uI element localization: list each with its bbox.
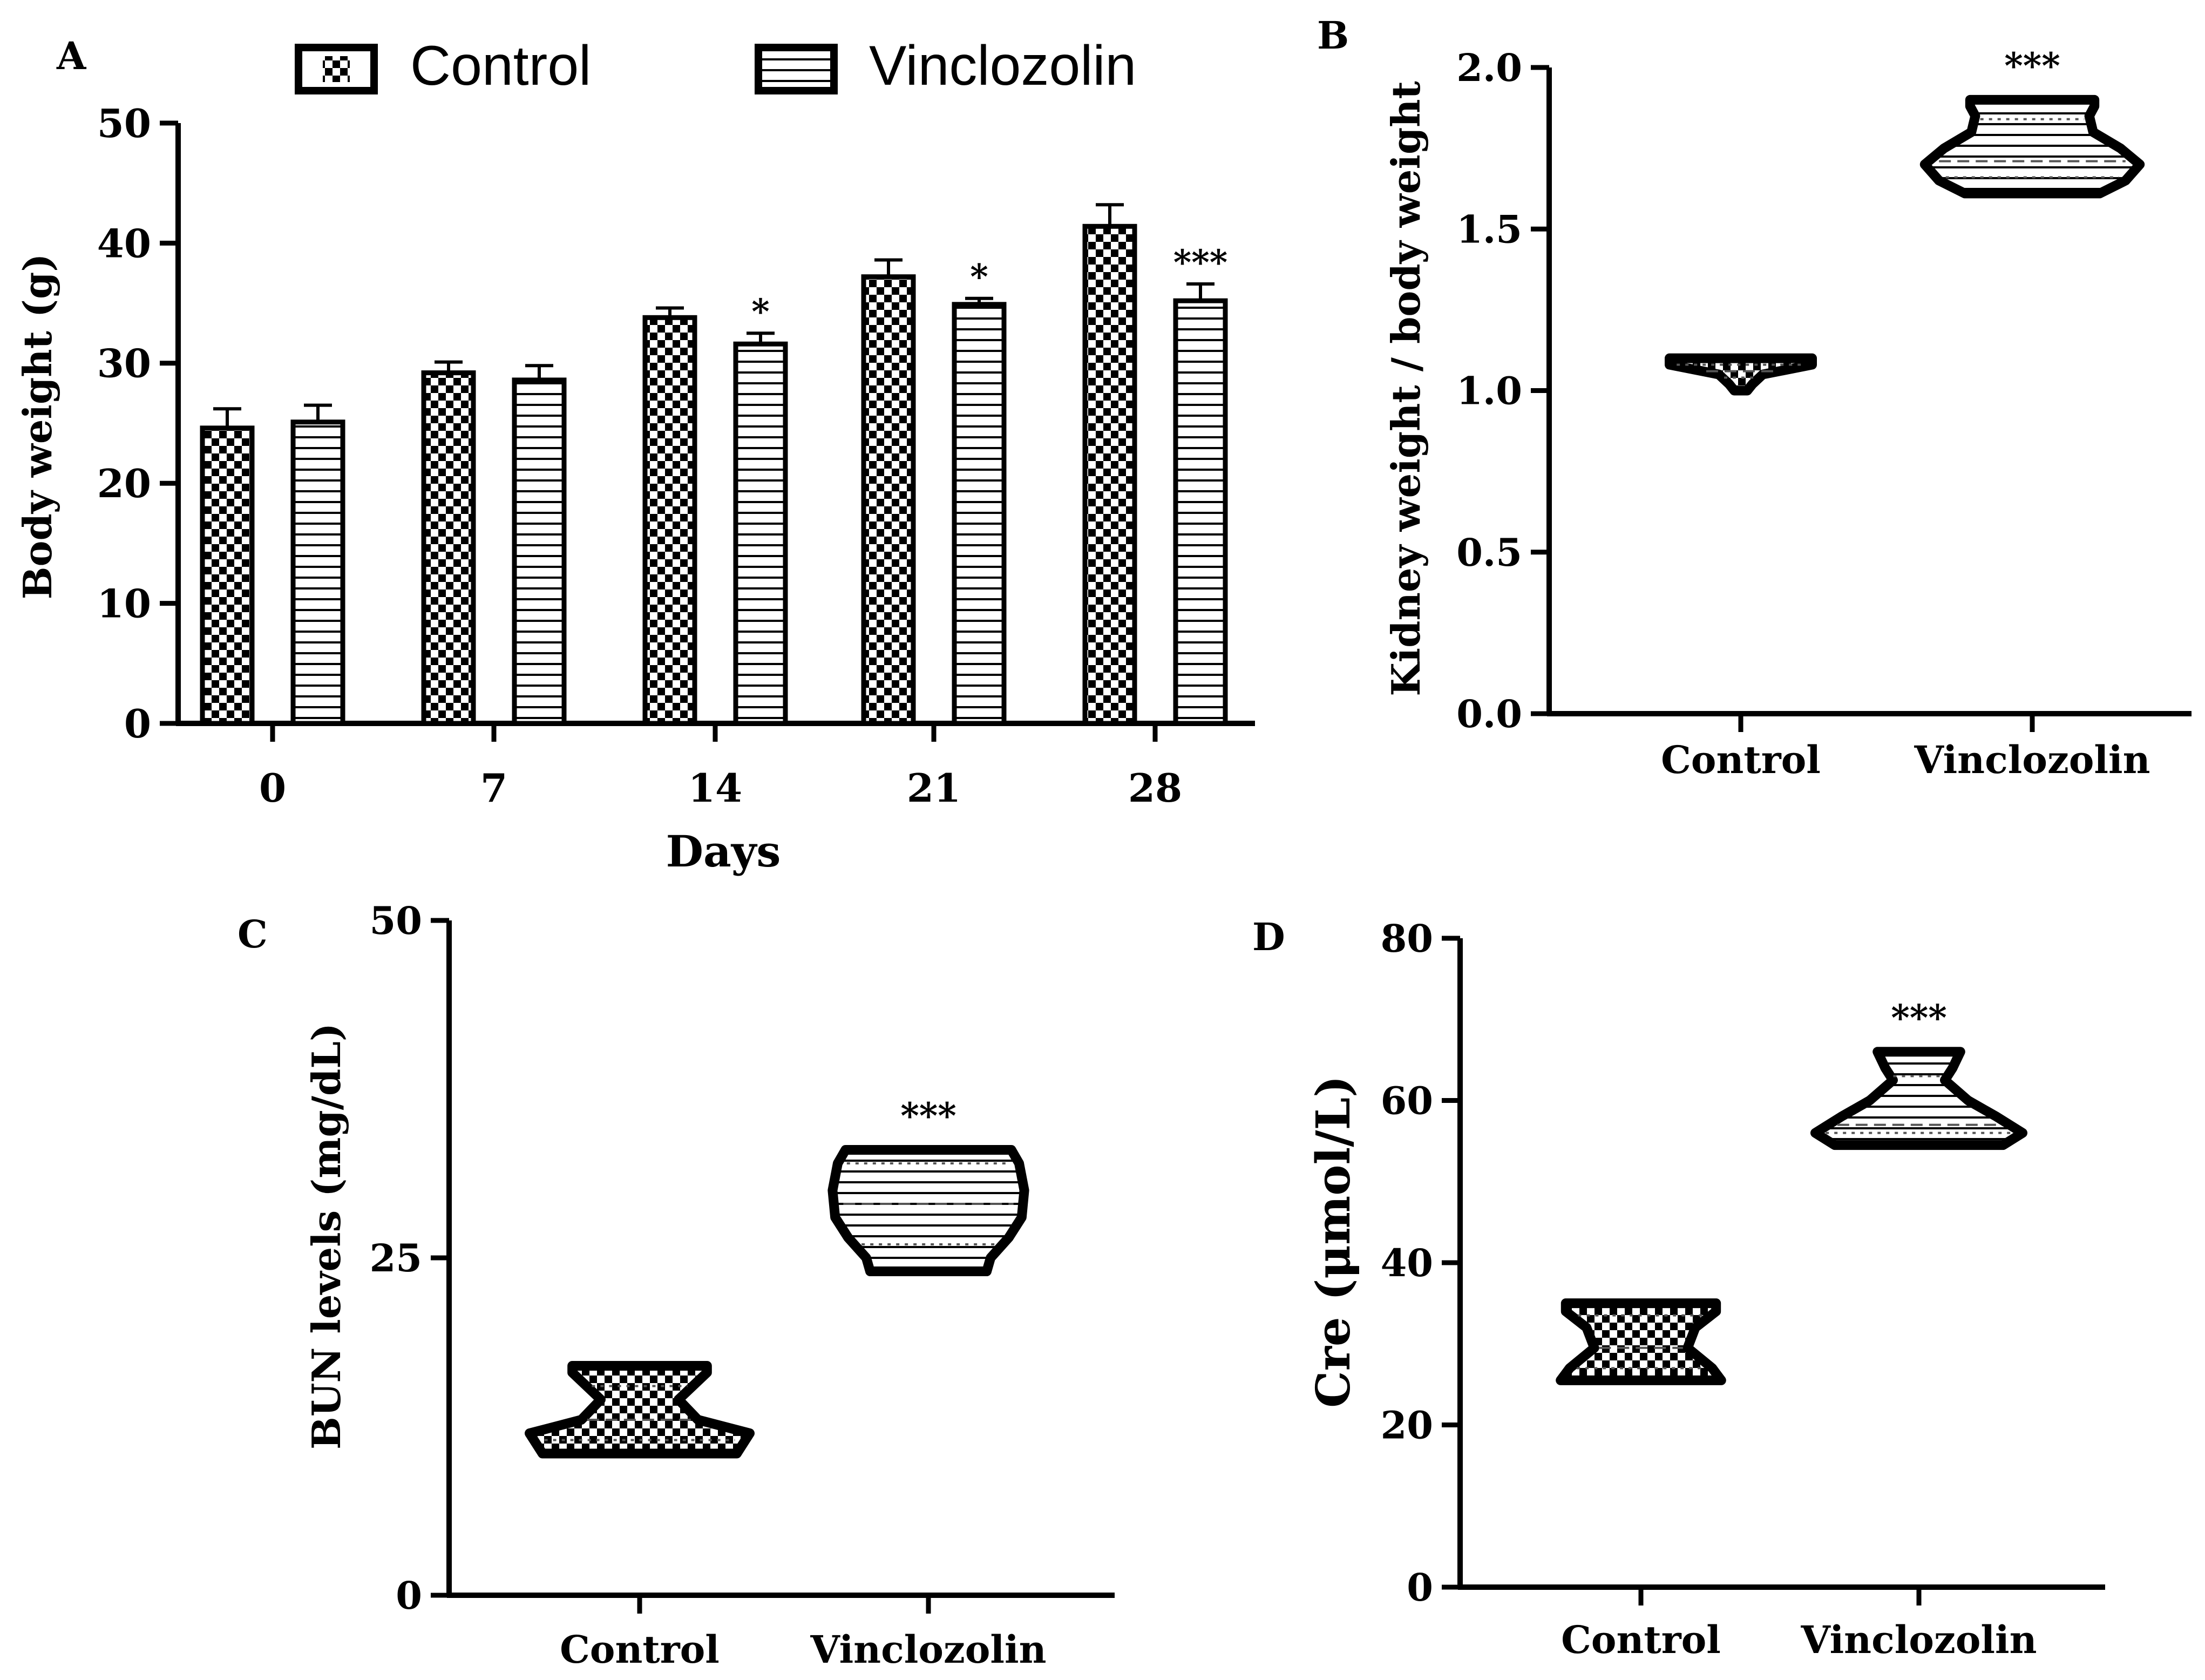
legend-swatch-control-fill bbox=[323, 56, 350, 82]
y-tick-label: 0.0 bbox=[1456, 692, 1522, 736]
y-tick-label: 80 bbox=[1381, 916, 1433, 961]
x-tick-label: Vinclozolin bbox=[1801, 1617, 2037, 1662]
violin-control bbox=[1556, 1298, 1726, 1385]
y-tick-label: 20 bbox=[1381, 1403, 1433, 1448]
panel-c-axes: 0 25 50 Control Vinclozolin bbox=[370, 898, 1115, 1672]
legend-swatch-control bbox=[295, 44, 378, 94]
y-tick-label: 0 bbox=[1407, 1565, 1433, 1610]
bar-control bbox=[200, 425, 255, 726]
y-tick-label: 40 bbox=[97, 220, 151, 266]
panel-label-d: D bbox=[1252, 914, 1285, 959]
violin-control bbox=[1665, 353, 1817, 396]
legend-swatch-vinclozolin bbox=[755, 44, 838, 94]
y-tick-label: 50 bbox=[97, 100, 151, 146]
significance-marker: *** bbox=[1173, 242, 1227, 283]
bar-vinclozolin bbox=[952, 302, 1007, 726]
significance-marker: *** bbox=[900, 1095, 956, 1137]
legend-label-control: Control bbox=[410, 35, 591, 97]
violin-vinclozolin bbox=[827, 1145, 1029, 1276]
panel-d-y-axis-label: Cre (μmol/L) bbox=[1306, 1075, 1361, 1408]
bar-control bbox=[421, 370, 476, 726]
x-tick-label: Control bbox=[1561, 1617, 1721, 1662]
y-tick-label: 60 bbox=[1381, 1079, 1433, 1123]
bar-vinclozolin bbox=[512, 377, 567, 726]
y-tick-label: 0 bbox=[124, 701, 151, 747]
x-tick-label: Control bbox=[1661, 737, 1821, 782]
panel-c-violin-chart: 0 25 50 Control Vinclozolin *** BUN levels (… bbox=[303, 898, 1115, 1672]
x-tick-label: 21 bbox=[907, 765, 961, 811]
panel-d-violins: *** bbox=[1556, 997, 2027, 1385]
bar-vinclozolin bbox=[1173, 298, 1228, 726]
y-tick-label: 10 bbox=[97, 581, 151, 627]
panel-a-axes: 0 10 20 30 40 50 0 7 14 21 28 bbox=[97, 100, 1255, 811]
legend-label-vinclozolin: Vinclozolin bbox=[869, 35, 1136, 97]
x-tick-label: 7 bbox=[480, 765, 507, 811]
x-tick-label: Vinclozolin bbox=[1914, 737, 2150, 782]
panel-d-violin-chart: 0 20 40 60 80 Control Vinclozolin *** Cre (μmo… bbox=[1306, 916, 2105, 1662]
bar-vinclozolin bbox=[733, 341, 788, 726]
x-tick-label: 28 bbox=[1128, 765, 1182, 811]
panel-a-x-axis-label: Days bbox=[666, 826, 781, 877]
y-tick-label: 0.5 bbox=[1456, 530, 1522, 575]
y-tick-label: 30 bbox=[97, 341, 151, 387]
panel-c-y-axis-label: BUN levels (mg/dL) bbox=[303, 1023, 349, 1449]
violin-vinclozolin bbox=[1919, 94, 2145, 199]
y-tick-label: 2.0 bbox=[1456, 45, 1522, 90]
panel-d-axes: 0 20 40 60 80 Control Vinclozolin bbox=[1381, 916, 2105, 1662]
panel-b-violins: *** bbox=[1665, 45, 2145, 396]
significance-marker: *** bbox=[2004, 45, 2060, 87]
panel-a-y-axis-label: Body weight (g) bbox=[15, 254, 60, 600]
legend-item-control: Control bbox=[295, 35, 591, 97]
legend-item-vinclozolin: Vinclozolin bbox=[755, 35, 1136, 97]
significance-marker: *** bbox=[1891, 997, 1947, 1039]
x-tick-label: 14 bbox=[688, 765, 742, 811]
panel-b-violin-chart: 0.0 0.5 1.0 1.5 2.0 Control Vinclozolin *** Ki… bbox=[1383, 45, 2192, 782]
panel-b-axes: 0.0 0.5 1.0 1.5 2.0 Control Vinclozolin bbox=[1456, 45, 2192, 782]
panel-b-y-axis-label: Kidney weight / body weight bbox=[1383, 81, 1429, 696]
x-tick-label: Control bbox=[560, 1627, 720, 1672]
bar-control bbox=[1082, 223, 1137, 726]
x-tick-label: 0 bbox=[259, 765, 286, 811]
legend: Control Vinclozolin bbox=[295, 35, 1136, 97]
bar-control bbox=[861, 274, 916, 726]
significance-marker: * bbox=[751, 292, 769, 332]
y-tick-label: 1.5 bbox=[1456, 207, 1522, 252]
bar-control bbox=[642, 315, 697, 726]
panel-a-bars: ** *** bbox=[200, 203, 1228, 726]
y-tick-label: 0 bbox=[396, 1573, 422, 1618]
panel-label-c: C bbox=[238, 912, 268, 957]
y-tick-label: 40 bbox=[1381, 1241, 1433, 1285]
violin-vinclozolin bbox=[1810, 1047, 2027, 1150]
y-tick-label: 20 bbox=[97, 460, 151, 506]
y-tick-label: 25 bbox=[370, 1236, 422, 1281]
panel-c-violins: *** bbox=[525, 1095, 1029, 1459]
panel-label-b: B bbox=[1317, 13, 1349, 58]
panel-label-a: A bbox=[56, 33, 87, 78]
y-tick-label: 50 bbox=[370, 898, 422, 943]
significance-marker: * bbox=[970, 257, 988, 297]
x-tick-label: Vinclozolin bbox=[810, 1627, 1047, 1672]
y-tick-label: 1.0 bbox=[1456, 369, 1522, 414]
bar-vinclozolin bbox=[290, 419, 345, 726]
violin-control bbox=[525, 1361, 755, 1459]
